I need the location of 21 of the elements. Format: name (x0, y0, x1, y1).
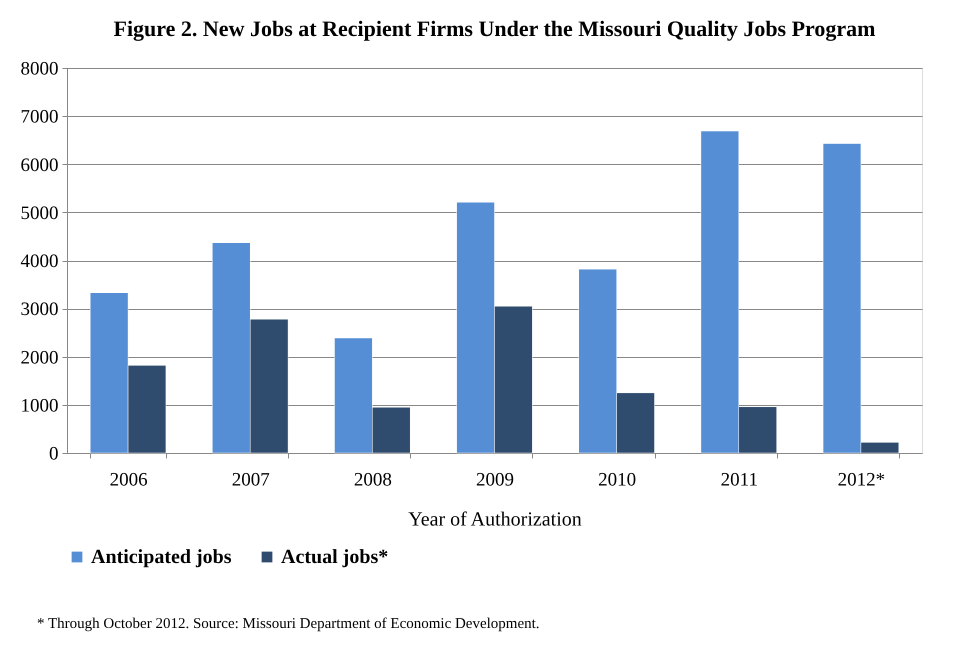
x-tick-label: 2011 (720, 470, 758, 490)
y-tick-label: 3000 (20, 299, 58, 320)
x-axis-title: Year of Authorization (408, 508, 582, 530)
x-tick-label: 2008 (354, 470, 392, 490)
x-tick-label: 2007 (232, 470, 270, 490)
legend-label: Anticipated jobs (91, 546, 232, 568)
x-tick-label: 2010 (598, 470, 636, 490)
y-tick-label: 7000 (20, 106, 58, 128)
y-tick-label: 5000 (20, 202, 58, 224)
y-tick-label: 2000 (20, 347, 58, 368)
y-tick-label: 4000 (20, 251, 58, 272)
y-tick-label: 1000 (20, 395, 58, 416)
x-tick-label: 2006 (110, 470, 148, 490)
text: * Through October 2012. Source: Missouri Department of Economic Development. (37, 616, 540, 632)
x-tick-label: 2012* (838, 470, 886, 490)
y-tick-label: 6000 (20, 154, 58, 176)
legend-label: Actual jobs* (281, 546, 388, 568)
y-tick-label: 8000 (20, 58, 58, 80)
y-tick-label: 0 (49, 444, 58, 464)
chart-title: Figure 2. New Jobs at Recipient Firms Under the Missouri Quality Jobs Program (113, 16, 876, 41)
x-tick-label: 2009 (476, 470, 514, 490)
